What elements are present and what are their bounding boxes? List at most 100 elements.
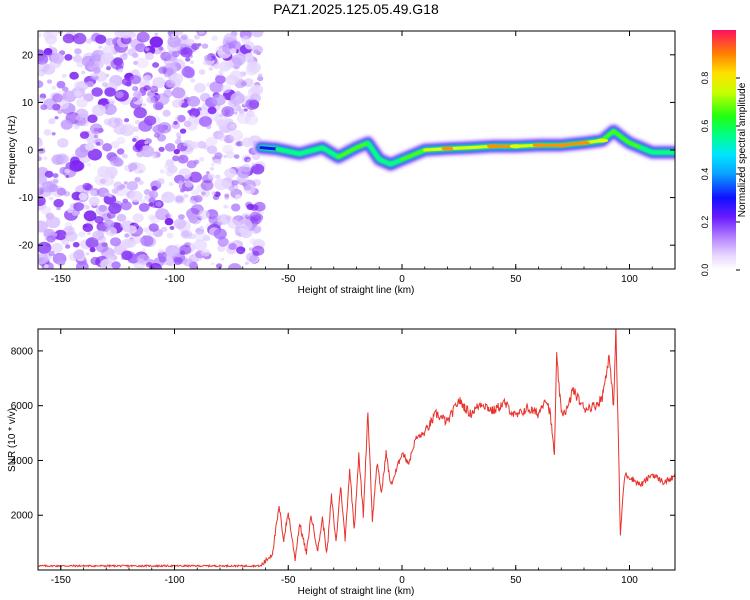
heatmap-noise-cell (183, 193, 189, 198)
colorbar-tick-label: 0.0 (700, 264, 710, 277)
heatmap-noise-cell (136, 93, 141, 97)
heatmap-noise-cell (71, 210, 79, 217)
heatmap-noise-cell (43, 98, 58, 110)
heatmap-ridge (252, 123, 675, 173)
heatmap-noise-cell (217, 133, 226, 141)
heatmap-noise-cell (72, 54, 83, 63)
heatmap-noise-cell (46, 235, 56, 243)
heatmap-noise-cell (183, 120, 192, 128)
heatmap-noise-cell (236, 112, 251, 125)
heatmap-noise-cell (72, 241, 80, 248)
heatmap-ridge-segment (628, 141, 643, 150)
heatmap-noise-cell (225, 40, 231, 45)
heatmap-ridge-segment (355, 141, 370, 150)
heatmap-noise-cell (61, 73, 67, 78)
heatmap-noise-cell (198, 209, 210, 220)
heatmap-noise-cell (210, 262, 215, 266)
heatmap-noise-cell (132, 213, 144, 223)
heatmap-noise-cell (193, 195, 203, 203)
heatmap-noise-cell (138, 202, 150, 212)
heatmap-noise-cell (246, 159, 251, 163)
heatmap-noise-cell (171, 33, 177, 38)
heatmap-noise-cell (104, 219, 115, 229)
heatmap-noise-cell (211, 94, 226, 106)
heatmap-noise-cell (51, 52, 64, 64)
heatmap-noise-cell (126, 225, 137, 234)
colorbar-label: Normalized spectral amplitude (737, 82, 748, 217)
heatmap-noise-cell (131, 52, 139, 59)
snr-y-tick-label: 2000 (11, 511, 34, 522)
heatmap-noise-cell (136, 254, 150, 265)
heatmap-noise-cell (144, 115, 157, 126)
heatmap-noise-cell (228, 243, 237, 250)
heatmap-noise-cell (164, 217, 174, 226)
heatmap-noise-cell (64, 222, 73, 229)
heatmap-noise-cell (190, 78, 196, 83)
heatmap-noise-cell (116, 136, 126, 145)
heatmap-noise-cell (180, 34, 188, 40)
heatmap-noise-cell (161, 226, 168, 232)
heatmap-noise-cell (221, 106, 235, 117)
heatmap-noise-cell (158, 146, 165, 152)
snr-x-tick-label: -100 (164, 575, 184, 586)
heatmap-noise-cell (234, 197, 239, 201)
heatmap-noise-cell (57, 99, 70, 110)
heatmap-noise-cell (180, 47, 193, 58)
heatmap-noise-cell (197, 141, 207, 149)
heatmap-noise-cell (187, 96, 201, 107)
heatmap-y-tick-label: -10 (19, 193, 34, 204)
heatmap-noise-cell (94, 216, 104, 224)
heatmap-noise-cell (139, 145, 155, 158)
heatmap-noise-cell (201, 191, 206, 196)
heatmap-noise-cell (108, 194, 113, 198)
heatmap-ridge-segment (389, 158, 404, 166)
heatmap-noise-cell (181, 230, 190, 238)
heatmap-noise-cell (212, 194, 220, 200)
colorbar-gradient (712, 30, 736, 270)
heatmap-noise-cell (88, 196, 100, 206)
heatmap-noise-cell (110, 141, 120, 149)
colorbar-tick-label: 0.4 (700, 168, 710, 181)
heatmap-noise-cell (101, 175, 115, 187)
heatmap-noise-cell (52, 93, 63, 103)
heatmap-noise-cell (38, 138, 43, 146)
heatmap-noise-cell (185, 38, 195, 46)
heatmap-y-tick-label: 10 (22, 98, 34, 109)
heatmap-noise-cell (213, 63, 220, 69)
heatmap-noise-cell (48, 250, 55, 257)
heatmap-ridge-segment (336, 146, 358, 159)
heatmap-noise-cell (208, 215, 219, 224)
snr-x-tick-label: -150 (51, 575, 71, 586)
heatmap-noise-cell (165, 159, 175, 167)
heatmap-noise-cell (87, 114, 98, 123)
heatmap-noise-cell (38, 97, 45, 104)
heatmap-noise-cell (92, 104, 106, 117)
heatmap-noise-cell (133, 60, 139, 65)
heatmap-noise-cell (219, 72, 223, 76)
heatmap-noise-cell (95, 71, 108, 82)
heatmap-noise-cell (155, 201, 162, 207)
heatmap-noise-cell (98, 45, 103, 49)
snr-y-tick-label: 4000 (11, 456, 34, 467)
heatmap-noise-cell (199, 225, 204, 230)
heatmap-noise-cell (64, 54, 73, 61)
heatmap-y-tick-label: -20 (19, 241, 34, 252)
colorbar-tick-label: 0.2 (700, 216, 710, 229)
heatmap-noise-cell (38, 62, 50, 72)
heatmap-noise-cell (251, 31, 264, 38)
heatmap-noise-cell (95, 34, 107, 44)
heatmap-noise-cell (101, 82, 108, 87)
heatmap-noise-cell (215, 174, 221, 180)
heatmap-noise-cell (85, 237, 99, 249)
heatmap-noise-cell (91, 87, 103, 97)
heatmap-noise-cell (100, 259, 114, 269)
heatmap-noise-cell (229, 129, 244, 142)
heatmap-noise-cell (108, 202, 122, 214)
heatmap-noise-cell (164, 143, 176, 152)
heatmap-noise-cell (225, 151, 235, 159)
heatmap-noise-cell (57, 109, 63, 114)
snr-y-axis-label: SNR (10 * v/v) (7, 408, 18, 472)
heatmap-noise-cell (38, 220, 48, 233)
heatmap-y-tick-label: 20 (22, 50, 34, 61)
heatmap-noise-cell (210, 162, 215, 167)
